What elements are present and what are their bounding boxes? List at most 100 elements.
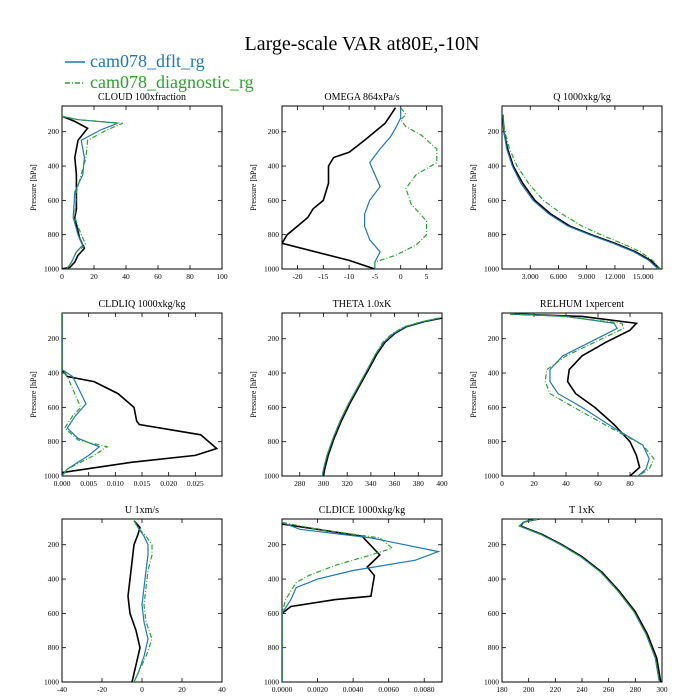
series-line-obs [62,115,89,269]
series-line-obs [502,114,661,269]
x-tick-label: 260 [603,685,615,694]
y-tick-label: 800 [48,230,60,239]
series-line-s1 [502,114,659,269]
y-tick-label: 400 [488,369,500,378]
y-tick-label: 600 [48,196,60,205]
panel-title: T 1xK [569,505,595,516]
series-line-s1 [364,107,402,269]
x-tick-label: -20 [97,685,107,694]
panel-7: CLDICE 1000xkg/kg 0.0000 0.0020 0.0040 0.006… [264,505,443,694]
x-tick-label: 3.000 [522,272,539,281]
x-tick-label: 0.020 [160,479,177,488]
y-tick-label: 1000 [44,265,59,274]
series-line-s1 [282,521,441,682]
plot-frame [61,312,223,477]
series-line-s2 [62,115,124,269]
panel-2: Q 1000xkg/kg 3.000 6.000 9.000 12.000 15.000 2… [469,92,663,281]
x-tick-label: 6.000 [550,272,567,281]
y-tick-label: 800 [488,643,500,652]
y-tick-label: 600 [488,609,500,618]
series-line-obs [282,523,381,682]
y-tick-label: 600 [268,403,280,412]
series-line-s2 [374,107,438,269]
panel-8: T 1xK 180 200 220 240 260 280 300 200 400 600 800 10… [484,505,668,694]
y-tick-label: 400 [488,162,500,171]
x-tick-label: -20 [292,272,302,281]
y-tick-label: 400 [268,575,280,584]
x-tick-label: 340 [365,479,377,488]
series-line-obs [509,313,641,476]
y-tick-label: 1000 [484,472,499,481]
panel-title: CLDLIQ 1000xkg/kg [99,299,186,310]
y-tick-label: 800 [488,437,500,446]
panel-0: CLOUD 100xfraction 0 20 40 60 80 100 200 400 600 8… [29,92,228,281]
x-tick-label: 80 [626,479,634,488]
y-tick-label: 200 [48,540,60,549]
y-tick-label: 800 [48,643,60,652]
x-tick-label: 220 [550,685,562,694]
series-line-s2 [509,313,655,476]
x-tick-label: 40 [562,479,570,488]
x-tick-label: 200 [523,685,535,694]
panel-5: RELHUM 1xpercent 0 20 40 60 80 200 400 600 800 100… [469,299,663,488]
plot-frame [281,312,443,477]
x-tick-label: 0.000 [54,479,71,488]
plot-frame [501,105,663,270]
x-tick-label: 0.0060 [378,685,399,694]
x-tick-label: 0.015 [134,479,151,488]
series-line-s1 [133,520,149,682]
y-tick-label: 400 [268,369,280,378]
x-tick-label: 0.0020 [307,685,328,694]
x-tick-label: 12.000 [605,272,626,281]
plot-frame [281,105,443,270]
y-tick-label: 800 [268,643,280,652]
x-tick-label: 0.010 [107,479,124,488]
y-tick-label: 1000 [264,678,279,687]
x-tick-label: 40 [218,685,226,694]
x-tick-label: 15.000 [633,272,654,281]
y-tick-label: 800 [488,230,500,239]
panel-title: THETA 1.0xK [333,299,392,310]
y-tick-label: 1000 [44,678,59,687]
x-tick-label: -40 [57,685,67,694]
y-axis-label: Pressure [hPa] [249,164,258,211]
y-axis-label: Pressure [hPa] [29,371,38,418]
x-tick-label: 5 [425,272,429,281]
x-tick-label: 0 [140,685,144,694]
series-line-obs [127,520,141,682]
y-axis-label: Pressure [hPa] [249,371,258,418]
y-tick-label: 600 [488,196,500,205]
x-tick-label: 0.0080 [414,685,435,694]
series-line-s2 [321,317,439,476]
panel-1: OMEGA 864xPa/s -20 -15 -10 -5 0 5 200 400 600 800 1… [249,92,443,281]
x-tick-label: 360 [389,479,401,488]
panel-title: CLOUD 100xfraction [98,92,186,103]
x-tick-label: 20 [530,479,538,488]
y-tick-label: 200 [488,540,500,549]
y-tick-label: 200 [268,540,280,549]
y-tick-label: 800 [48,437,60,446]
x-tick-label: 240 [576,685,588,694]
plot-frame [501,312,663,477]
x-tick-label: 60 [594,479,602,488]
y-tick-label: 400 [488,575,500,584]
y-tick-label: 800 [268,230,280,239]
x-tick-label: 400 [436,479,448,488]
series-line-s2 [502,114,661,269]
panel-4: THETA 1.0xK 280 300 320 340 360 380 400 200 400 60… [249,299,448,488]
plot-frame [61,105,223,270]
y-tick-label: 200 [48,334,60,343]
series-line-obs [62,313,219,476]
y-tick-label: 600 [48,403,60,412]
y-tick-label: 800 [268,437,280,446]
x-tick-label: 300 [318,479,330,488]
x-tick-label: -15 [318,272,328,281]
y-tick-label: 200 [488,127,500,136]
series-line-s1 [518,519,660,682]
y-tick-label: 1000 [264,472,279,481]
panel-6: U 1xm/s -40 -20 0 20 40 200 400 600 800 1000 [44,505,226,694]
x-tick-label: 180 [496,685,508,694]
y-tick-label: 200 [268,127,280,136]
x-tick-label: 300 [656,685,668,694]
x-tick-label: 80 [186,272,194,281]
